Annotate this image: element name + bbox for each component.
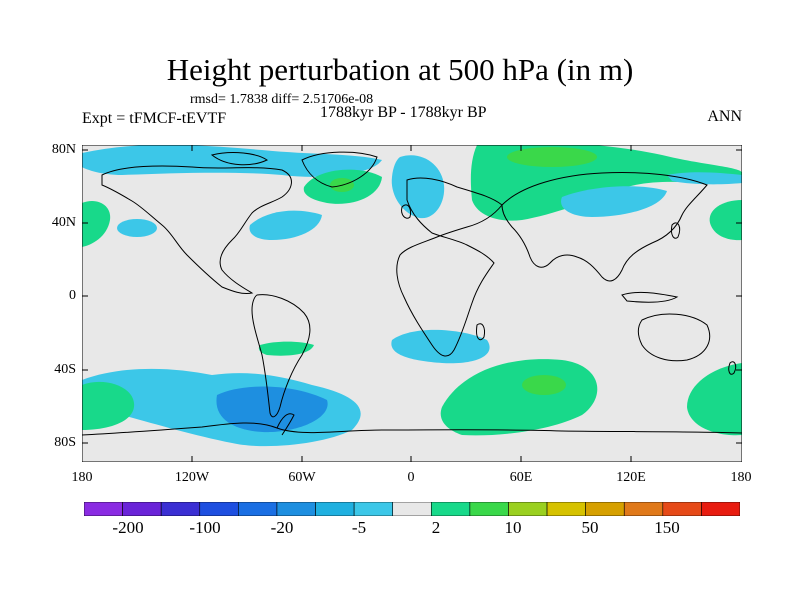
season-label: ANN <box>707 108 742 125</box>
stats-line: rmsd= 1.7838 diff= 2.51706e-08 <box>190 92 374 107</box>
patch-pacific-east-pos <box>709 200 742 241</box>
coast-north-america <box>101 165 292 294</box>
patch-scandinavia-neg <box>391 155 445 219</box>
coast-south-america <box>251 294 311 418</box>
colorbar-cell <box>84 502 123 516</box>
patch-pacific-west-pos <box>82 200 111 247</box>
patch-south-america-pos <box>258 341 314 356</box>
lon-tick-120e: 120E <box>616 470 646 485</box>
coast-japan <box>671 222 681 239</box>
colorbar-cell <box>238 502 278 516</box>
experiment-label: Expt = tFMCF-tEVTF <box>82 110 227 127</box>
coast-new-zealand <box>728 361 737 375</box>
lat-tick-0: 0 <box>69 288 76 303</box>
coast-australia <box>637 313 711 362</box>
patch-west-atlantic-neg <box>249 210 322 240</box>
lat-tick-80n: 80N <box>51 142 76 157</box>
lon-tick-120w: 120W <box>174 470 210 485</box>
lat-tick-40s: 40S <box>54 362 76 377</box>
coast-asia <box>501 172 708 282</box>
coast-antarctic-peninsula <box>276 413 295 436</box>
colorbar-cell <box>353 502 394 516</box>
colorbar-cell <box>160 502 201 516</box>
colorbar-cells <box>84 502 740 516</box>
colorbar-label: 50 <box>581 518 599 537</box>
coast-europe-africa <box>396 177 503 357</box>
colorbar-cell <box>315 502 355 516</box>
colorbar-cell <box>199 502 239 516</box>
colorbar-label: 10 <box>504 518 522 537</box>
colorbar-label: 150 <box>654 518 680 537</box>
lat-tick-80s: 80S <box>54 435 76 450</box>
patch-south-pacific-east-pos <box>687 363 742 436</box>
colorbar-label: -20 <box>270 518 294 537</box>
colorbar-cell <box>623 502 664 516</box>
colorbar-cell <box>546 502 586 516</box>
colorbar-cell <box>392 502 432 516</box>
colorbar-label: -100 <box>189 518 221 537</box>
lat-tick-40n: 40N <box>51 215 76 230</box>
colorbar <box>84 502 740 516</box>
colorbar-cell <box>430 502 471 516</box>
colorbar-label: -5 <box>351 518 367 537</box>
coastlines <box>82 151 742 436</box>
patch-ne-pacific-neg <box>117 219 157 237</box>
lon-tick-180e: 180 <box>730 470 752 485</box>
patch-southern-ocean-neg-core <box>216 386 328 433</box>
patch-south-pacific-west-pos <box>82 381 135 430</box>
patch-indian-ocean-pos-core <box>522 375 566 395</box>
coast-arctic-islands <box>210 152 268 166</box>
patch-south-africa-neg <box>391 329 490 364</box>
patch-nw-pacific-neg <box>667 172 742 185</box>
lon-tick-0: 0 <box>407 470 415 485</box>
colorbar-cell <box>122 502 162 516</box>
coast-uk <box>401 204 411 219</box>
colorbar-cell <box>469 502 509 516</box>
lon-tick-180w: 180 <box>71 470 93 485</box>
patch-central-asia-neg <box>561 186 667 217</box>
colorbar-cell <box>662 502 702 516</box>
axis-tick-marks <box>82 145 742 462</box>
colorbar-label: -200 <box>112 518 144 537</box>
colorbar-cell <box>276 502 316 516</box>
colorbar-cell <box>585 502 625 516</box>
lon-tick-60e: 60E <box>509 470 533 485</box>
period-label: 1788kyr BP - 1788kyr BP <box>320 104 487 121</box>
world-map <box>82 145 742 462</box>
colorbar-label: 2 <box>431 518 441 537</box>
patch-siberia-pos-core <box>507 147 597 167</box>
coast-antarctica <box>82 422 742 436</box>
lon-tick-60w: 60W <box>288 470 316 485</box>
coast-indonesia <box>621 291 679 303</box>
coast-madagascar <box>476 323 485 341</box>
perturbation-field <box>82 145 742 447</box>
colorbar-cell <box>508 502 548 516</box>
coast-greenland <box>301 151 378 188</box>
plot-title: Height perturbation at 500 hPa (in m) <box>166 52 634 87</box>
colorbar-cell <box>701 502 740 516</box>
